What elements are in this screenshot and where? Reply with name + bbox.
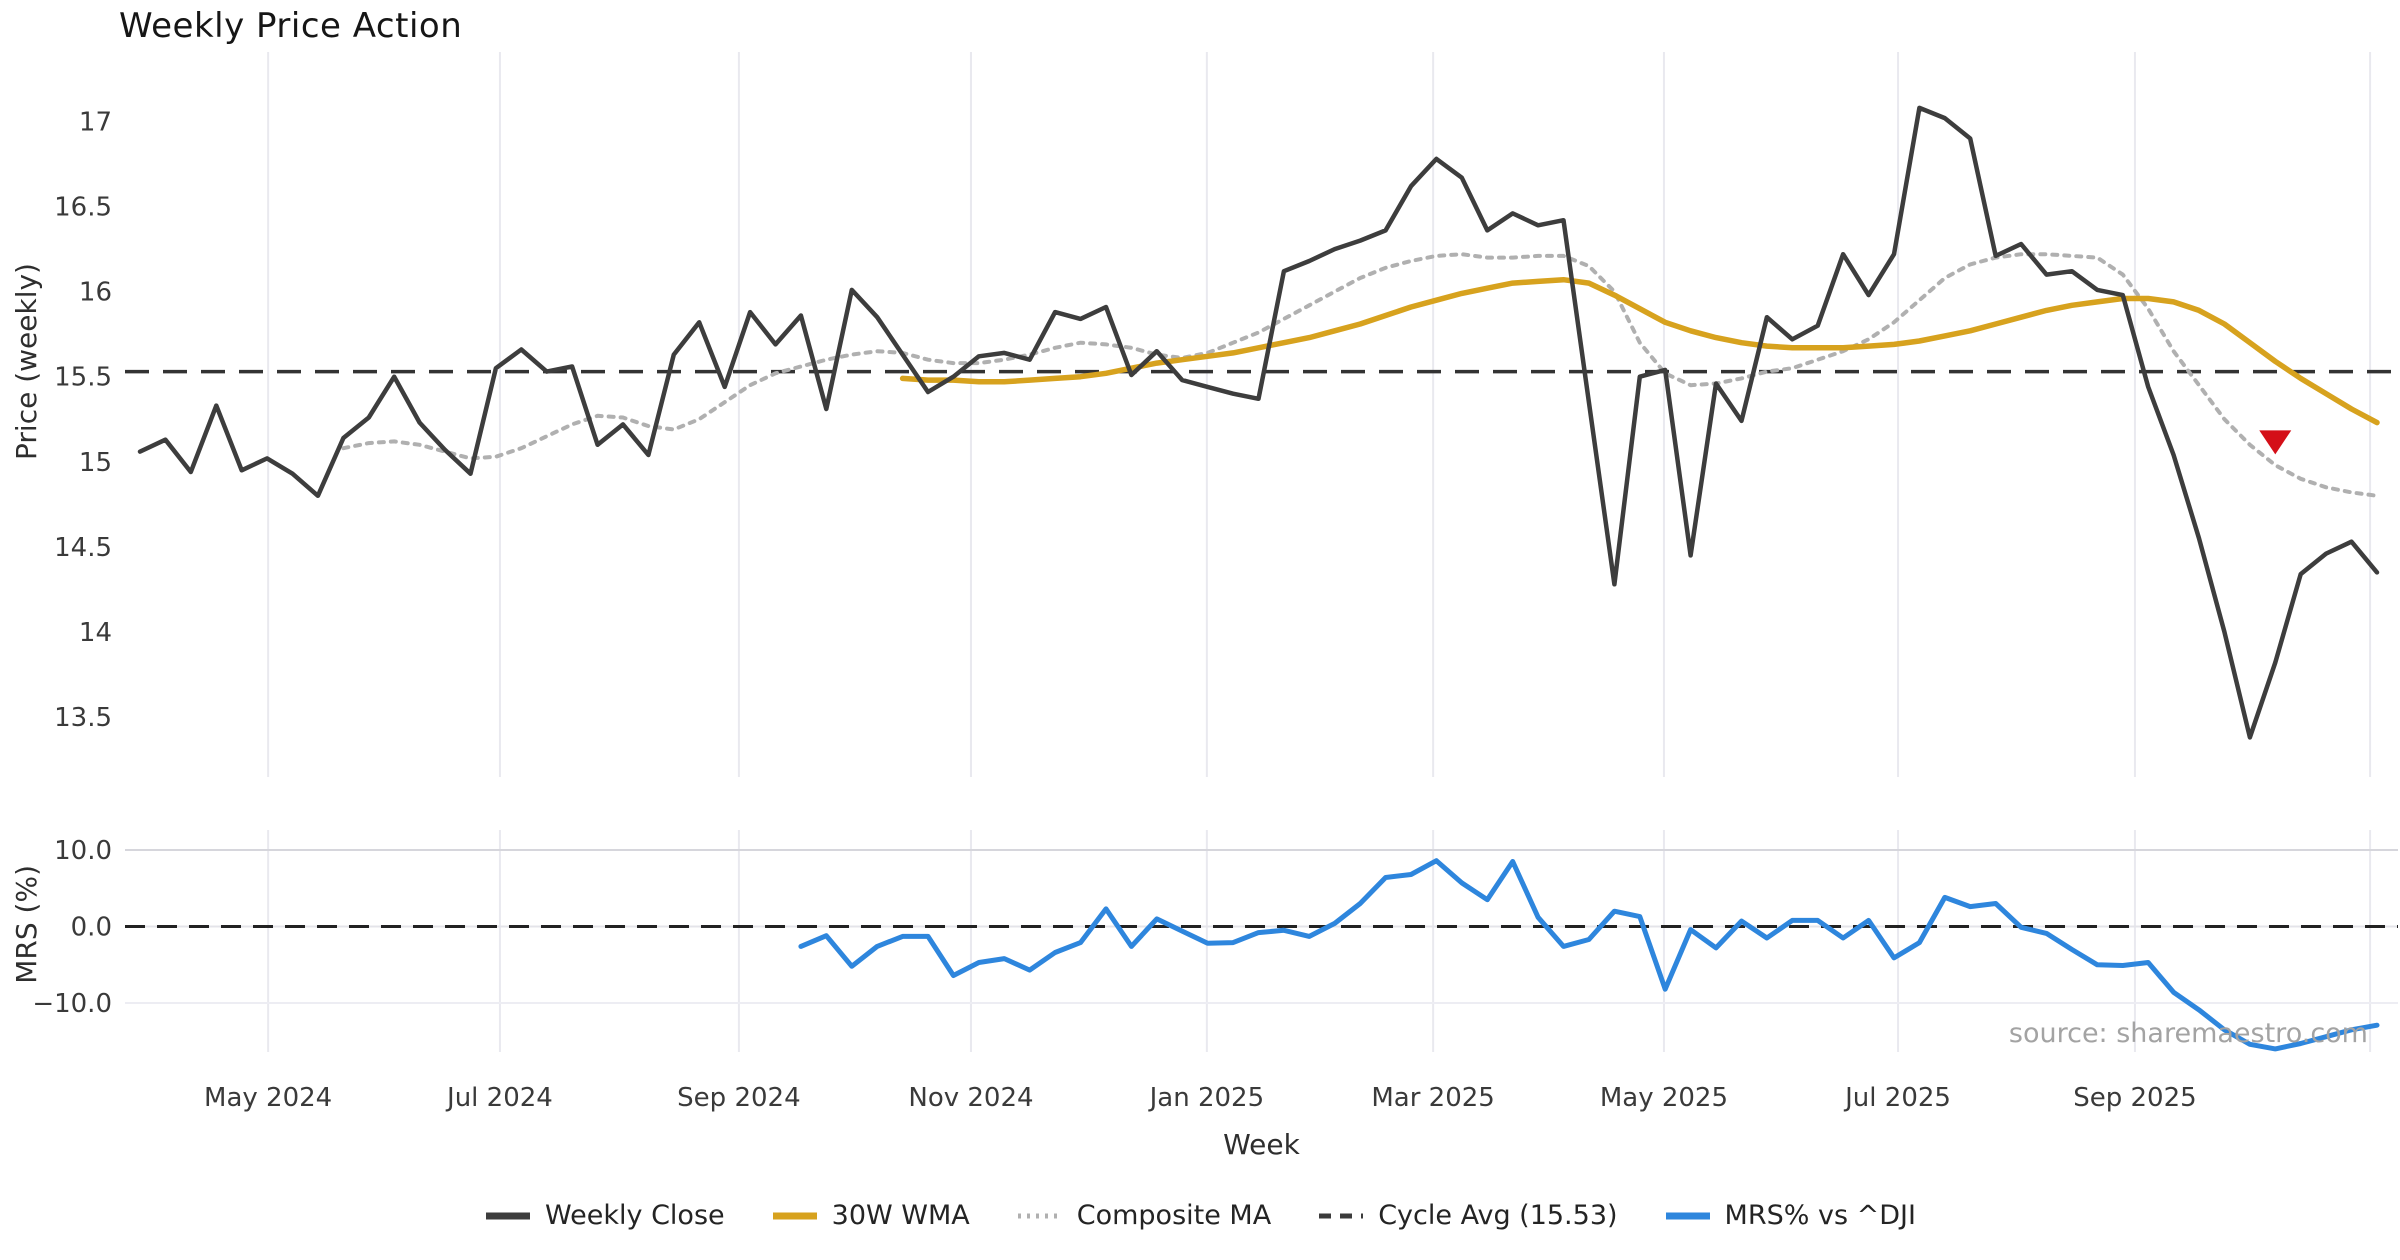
legend-item-label: MRS% vs ^DJI: [1724, 1200, 1916, 1231]
legend-item: Cycle Avg (15.53): [1317, 1200, 1618, 1231]
legend-swatch-icon: [772, 1212, 817, 1219]
x-tick-label: Nov 2024: [908, 1083, 1033, 1113]
x-tick-label: May 2025: [1600, 1083, 1728, 1113]
legend-item: Weekly Close: [484, 1200, 725, 1231]
price-tick-label: 17: [79, 108, 112, 138]
legend-swatch-icon: [1665, 1212, 1710, 1219]
price-tick-label: 16.5: [54, 193, 112, 223]
legend-item: 30W WMA: [771, 1200, 970, 1231]
x-tick-label: Jul 2025: [1843, 1083, 1951, 1113]
legend-item: Composite MA: [1016, 1200, 1271, 1231]
legend-swatch-icon: [486, 1212, 531, 1219]
price-tick-label: 14.5: [54, 533, 112, 563]
legend-item: MRS% vs ^DJI: [1664, 1200, 1916, 1231]
legend-item-label: Cycle Avg (15.53): [1378, 1200, 1618, 1231]
x-tick-label: Sep 2024: [677, 1083, 800, 1113]
price-tick-label: 14: [79, 618, 112, 648]
price-tick-label: 15.5: [54, 363, 112, 393]
weekly-close-line: [137, 105, 2380, 740]
legend: Weekly Close 30W WMA Composite MA Cycle Avg…: [0, 1200, 2400, 1231]
legend-item-label: Weekly Close: [545, 1200, 725, 1231]
price-tick-label: 15: [79, 448, 112, 478]
mrs-tick-label: 0.0: [71, 913, 112, 943]
mrs-line: [798, 858, 2380, 1052]
x-tick-label: May 2024: [204, 1083, 332, 1113]
legend-item-label: Composite MA: [1076, 1200, 1272, 1231]
mrs-tick-label: −10.0: [32, 989, 112, 1019]
legend-swatch-icon: [1319, 1213, 1364, 1218]
legend-item-label: 30W WMA: [831, 1200, 970, 1231]
price-tick-label: 13.5: [54, 703, 112, 733]
price-tick-label: 16: [79, 278, 112, 308]
x-tick-label: Mar 2025: [1371, 1083, 1495, 1113]
legend-swatch-icon: [1017, 1213, 1062, 1218]
sell-signal-icon: [2259, 430, 2292, 455]
x-tick-label: Jan 2025: [1148, 1083, 1265, 1113]
x-tick-label: Jul 2024: [445, 1083, 553, 1113]
mrs-tick-label: 10.0: [54, 836, 112, 866]
composite-ma-line: [341, 252, 2379, 498]
x-axis-label: Week: [1223, 1128, 1300, 1161]
x-tick-label: Sep 2025: [2073, 1083, 2196, 1113]
page-title: Weekly Price Action: [119, 6, 463, 46]
source-note: source: sharemaestro.com: [2008, 1018, 2368, 1049]
wma-30w-line: [899, 276, 2380, 426]
